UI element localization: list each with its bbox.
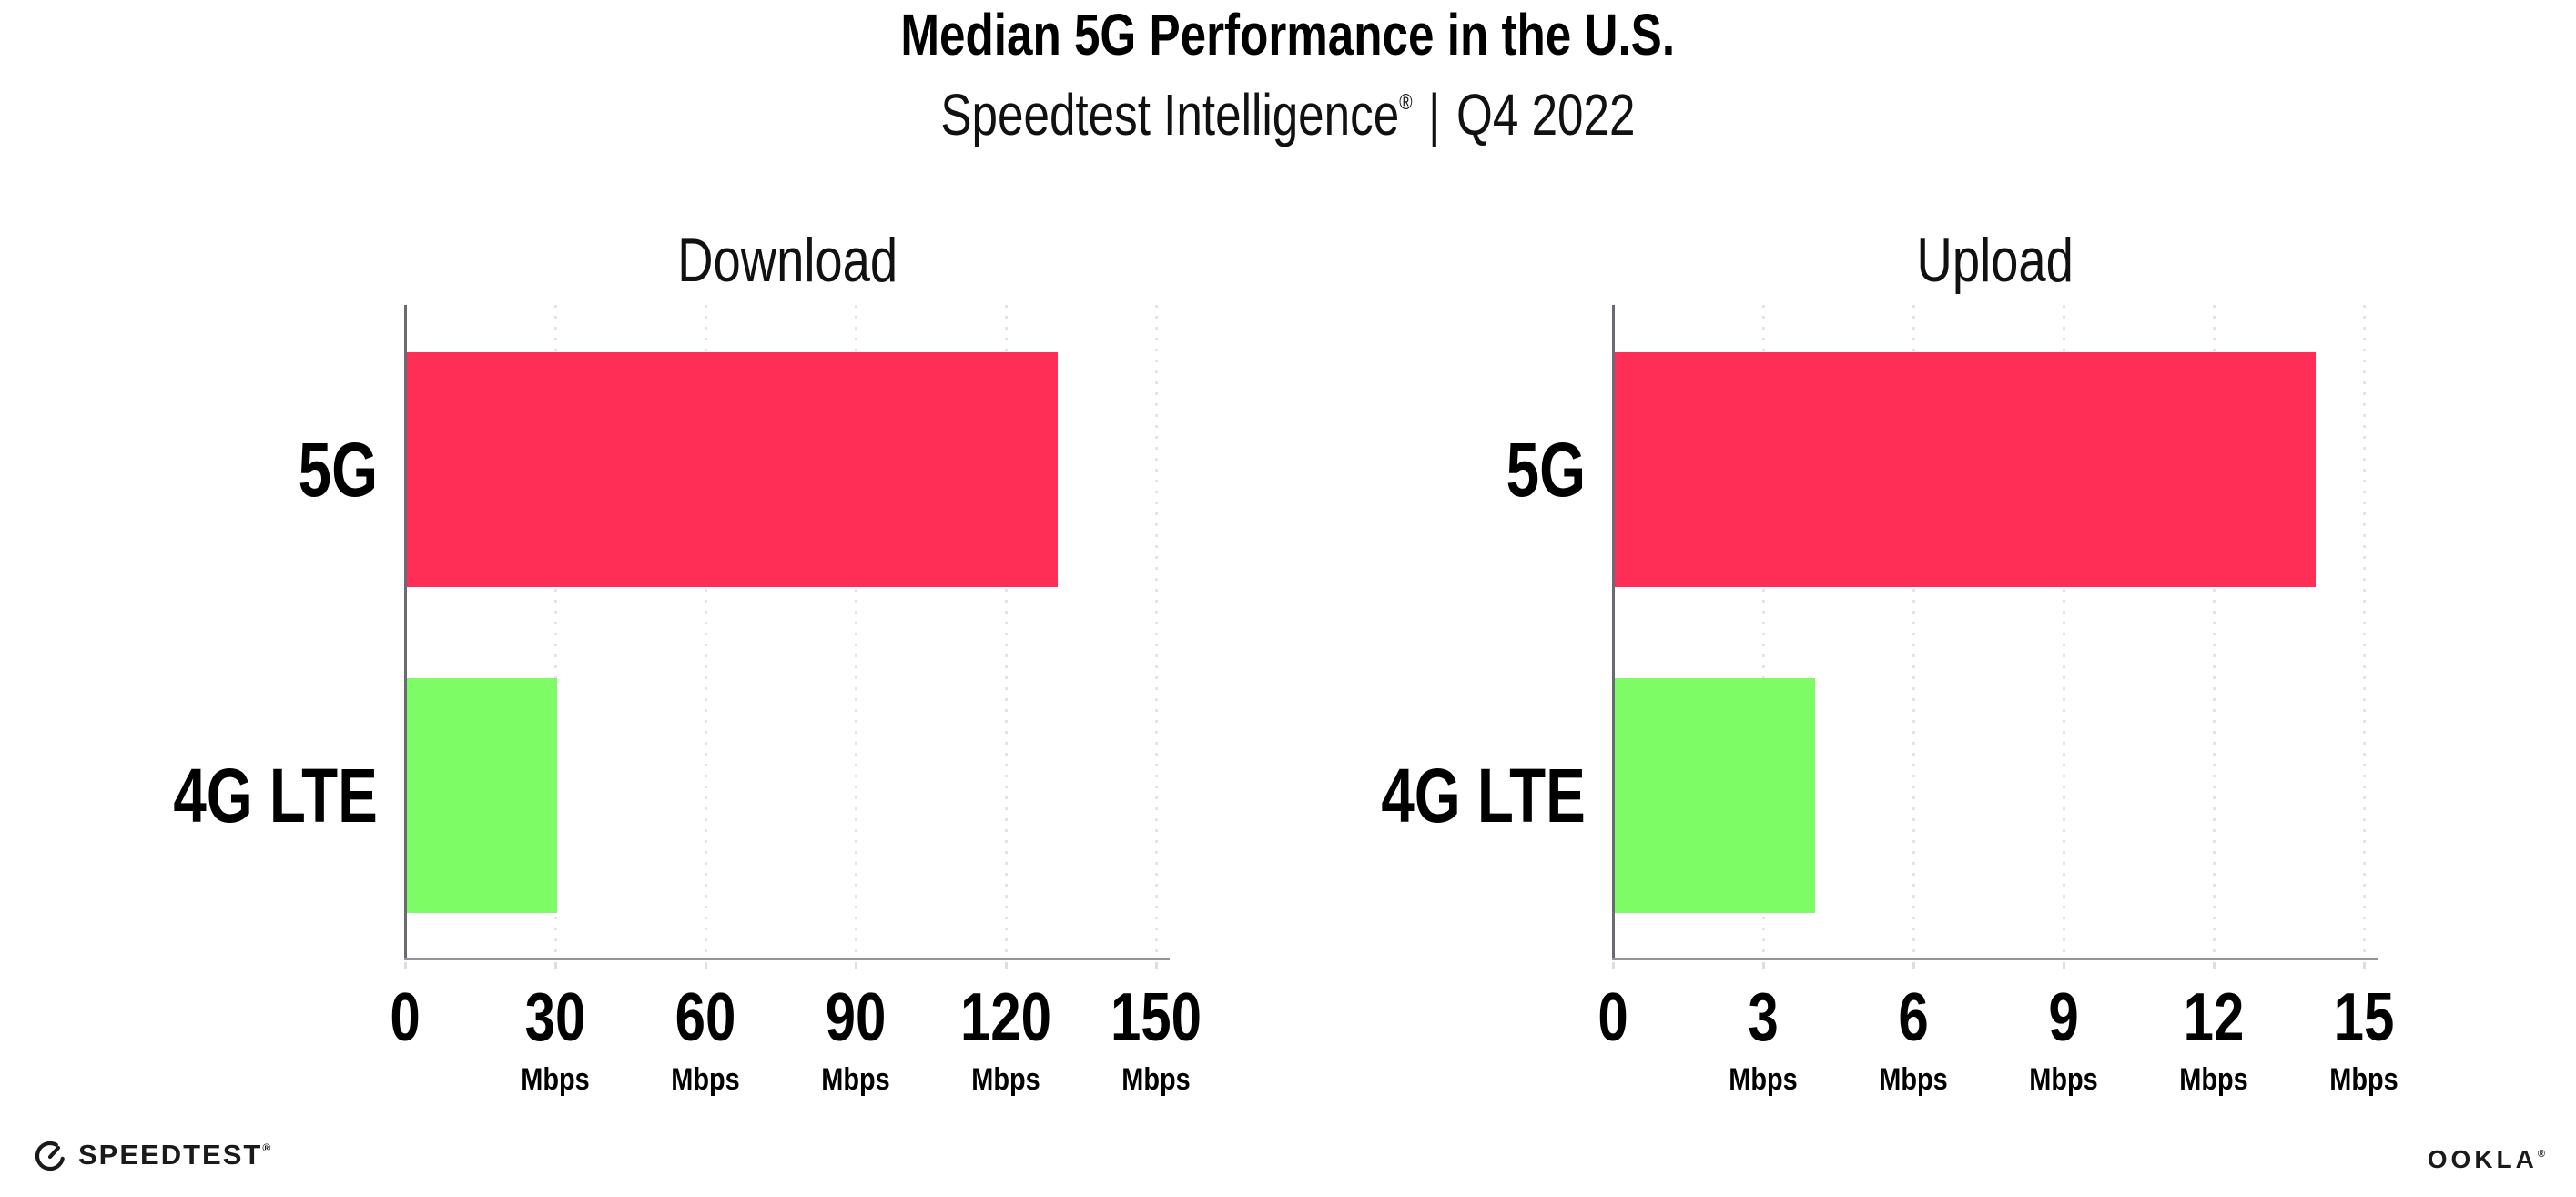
upload-tick-unit-15: Mbps (2329, 1062, 2399, 1097)
download-tick-mark-90 (855, 962, 857, 969)
speedtest-wordmark: SPEEDTEST® (78, 1139, 271, 1171)
ookla-wordmark: OOKLA (2427, 1145, 2538, 1173)
download-tick-value-60: 60 (674, 979, 736, 1055)
download-tick-mark-60 (705, 962, 707, 969)
upload-x-axis-line (1612, 958, 2378, 960)
download-tick-unit-90: Mbps (821, 1062, 890, 1097)
download-tick-0: 0 (305, 983, 505, 1051)
download-tick-unit-120: Mbps (971, 1062, 1040, 1097)
subtitle-separator: | (1428, 82, 1441, 147)
download-plot-area (404, 305, 1170, 969)
upload-tick-value-3: 3 (1748, 979, 1779, 1055)
page-title: Median 5G Performance in the U.S. (900, 2, 1676, 67)
upload-tick-value-12: 12 (2183, 979, 2245, 1055)
upload-tick-value-6: 6 (1898, 979, 1929, 1055)
upload-tick-value-0: 0 (1597, 979, 1628, 1055)
download-gridline-90 (855, 305, 857, 959)
upload-gridline-3 (1762, 305, 1765, 959)
download-category-label-4g-lte: 4G LTE (173, 753, 378, 838)
download-tick-value-90: 90 (825, 979, 887, 1055)
download-chart-title-text: Download (677, 226, 898, 295)
page-subtitle: Speedtest Intelligence® | Q4 2022 (0, 86, 2576, 144)
download-tick-150: 150 Mbps (1056, 979, 1256, 1097)
download-tick-unit-60: Mbps (671, 1062, 740, 1097)
speedtest-gauge-icon (35, 1141, 66, 1172)
upload-y-axis-line (1612, 305, 1615, 959)
upload-tick-mark-6 (1912, 962, 1915, 969)
download-tick-value-30: 30 (524, 979, 586, 1055)
download-tick-mark-120 (1005, 962, 1008, 969)
upload-tick-mark-0 (1612, 962, 1615, 969)
download-tick-90: 90 Mbps (756, 979, 956, 1097)
download-y-axis-line (404, 305, 407, 959)
upload-tick-mark-12 (2213, 962, 2216, 969)
download-category-label-5g: 5G (298, 427, 378, 512)
download-tick-value-0: 0 (390, 979, 421, 1055)
download-tick-value-150: 150 (1110, 979, 1202, 1055)
download-tick-unit-150: Mbps (1121, 1062, 1191, 1097)
upload-category-label-4g-lte: 4G LTE (1381, 753, 1586, 838)
download-gridline-150 (1155, 305, 1158, 959)
download-gridline-60 (705, 305, 707, 959)
upload-tick-mark-15 (2363, 962, 2366, 969)
upload-tick-unit-6: Mbps (1879, 1062, 1948, 1097)
ookla-logo: OOKLA® (2428, 1145, 2545, 1174)
download-tick-120: 120 Mbps (906, 979, 1106, 1097)
upload-tick-mark-9 (2063, 962, 2065, 969)
upload-chart-title-text: Upload (1916, 226, 2074, 295)
download-tick-mark-30 (554, 962, 557, 969)
download-tick-30: 30 Mbps (455, 979, 655, 1097)
download-gridline-120 (1005, 305, 1008, 959)
upload-gridline-6 (1912, 305, 1915, 959)
subtitle-period: Q4 2022 (1456, 82, 1636, 147)
upload-tick-9: 9 Mbps (1963, 979, 2164, 1097)
upload-4g-lte-bar (1615, 678, 1815, 913)
upload-tick-unit-9: Mbps (2029, 1062, 2098, 1097)
upload-5g-bar (1615, 352, 2316, 587)
download-x-axis-line (404, 958, 1170, 960)
ookla-registered-mark: ® (2537, 1149, 2545, 1160)
download-tick-mark-150 (1155, 962, 1158, 969)
upload-tick-unit-3: Mbps (1729, 1062, 1798, 1097)
upload-tick-6: 6 Mbps (1813, 979, 2013, 1097)
download-tick-value-120: 120 (959, 979, 1052, 1055)
upload-tick-12: 12 Mbps (2114, 979, 2314, 1097)
upload-tick-value-9: 9 (2048, 979, 2079, 1055)
upload-tick-mark-3 (1762, 962, 1765, 969)
subtitle-brand: Speedtest Intelligence (940, 82, 1400, 147)
upload-tick-15: 15 Mbps (2264, 979, 2464, 1097)
upload-gridline-12 (2213, 305, 2216, 959)
upload-plot-area (1612, 305, 2378, 969)
registered-trademark-mark: ® (1399, 90, 1413, 115)
download-5g-bar (407, 352, 1058, 587)
upload-category-label-5g: 5G (1506, 427, 1586, 512)
upload-tick-unit-12: Mbps (2179, 1062, 2248, 1097)
upload-gridline-15 (2363, 305, 2366, 959)
download-gridline-30 (554, 305, 557, 959)
download-chart-title: Download (405, 229, 1170, 291)
download-tick-60: 60 Mbps (605, 979, 806, 1097)
speedtest-logo: SPEEDTEST® (33, 1138, 270, 1172)
download-4g-lte-bar (407, 678, 557, 913)
upload-tick-value-15: 15 (2333, 979, 2395, 1055)
download-tick-unit-30: Mbps (521, 1062, 590, 1097)
upload-tick-0: 0 (1513, 983, 1713, 1051)
download-tick-mark-0 (404, 962, 407, 969)
upload-chart-title: Upload (1613, 229, 2378, 291)
upload-gridline-9 (2063, 305, 2065, 959)
upload-tick-3: 3 Mbps (1663, 979, 1863, 1097)
speedtest-registered-mark: ® (262, 1141, 271, 1154)
